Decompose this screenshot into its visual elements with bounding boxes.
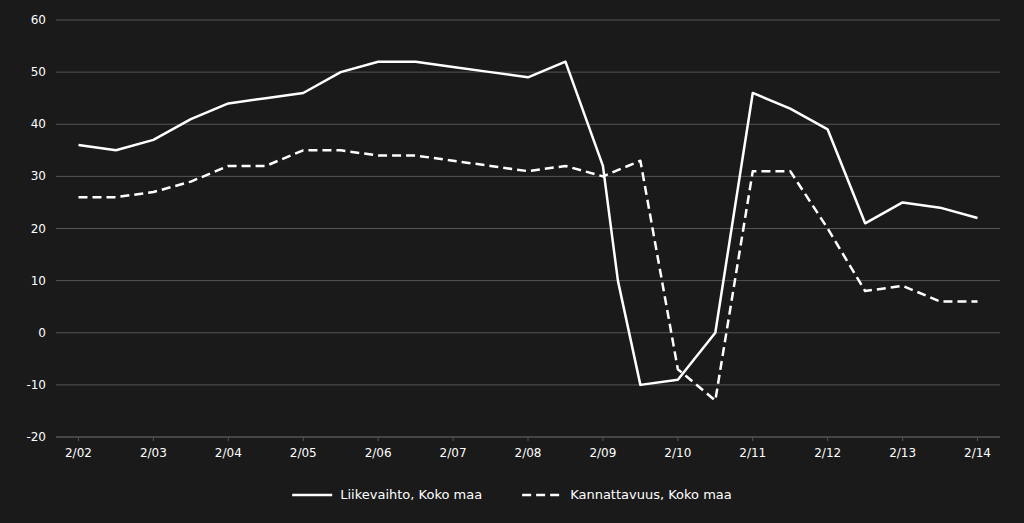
legend: Liikevaihto, Koko maa Kannattavuus, Koko … — [292, 487, 732, 502]
x-tick-label: 2/05 — [290, 446, 317, 460]
x-tick — [453, 437, 454, 441]
series-line — [78, 150, 977, 400]
legend-label: Liikevaihto, Koko maa — [340, 487, 482, 502]
background — [0, 0, 1024, 523]
series-line — [78, 62, 977, 385]
grid-line — [56, 332, 1000, 333]
x-tick-label: 2/10 — [664, 446, 691, 460]
x-tick — [153, 437, 154, 441]
grid-line — [56, 124, 1000, 125]
legend-swatch — [292, 494, 332, 497]
x-tick — [677, 437, 678, 441]
x-tick-label: 2/14 — [964, 446, 991, 460]
x-tick-label: 2/11 — [739, 446, 766, 460]
grid-line — [56, 20, 1000, 21]
legend-label: Kannattavuus, Koko maa — [570, 487, 732, 502]
grid — [56, 20, 1000, 437]
x-tick — [602, 437, 603, 441]
x-tick — [228, 437, 229, 441]
lines — [78, 62, 977, 401]
y-tick-label: 40 — [31, 117, 46, 131]
x-tick-label: 2/12 — [814, 446, 841, 460]
x-tick — [78, 437, 79, 441]
x-tick-label: 2/07 — [440, 446, 467, 460]
legend-swatch — [522, 494, 562, 497]
x-tick-label: 2/09 — [589, 446, 616, 460]
grid-line — [56, 72, 1000, 73]
y-tick-label: -20 — [26, 430, 46, 444]
x-tick-label: 2/04 — [215, 446, 242, 460]
x-tick-label: 2/06 — [365, 446, 392, 460]
grid-line — [56, 176, 1000, 177]
y-tick-label: 0 — [38, 326, 46, 340]
x-tick-label: 2/03 — [140, 446, 167, 460]
grid-line — [56, 384, 1000, 385]
x-tick-label: 2/13 — [889, 446, 916, 460]
chart: -20 -10 0 10 20 30 40 50 60 2/02 2/03 2/04 2/05 2/06 2… — [0, 0, 1024, 523]
x-tick — [528, 437, 529, 441]
y-tick-label: 20 — [31, 222, 46, 236]
x-tick-label: 2/08 — [515, 446, 542, 460]
x-tick — [977, 437, 978, 441]
x-tick — [752, 437, 753, 441]
y-tick-label: 30 — [31, 169, 46, 183]
y-tick-label: -10 — [26, 378, 46, 392]
x-tick — [378, 437, 379, 441]
y-tick-label: 10 — [31, 274, 46, 288]
y-tick-label: 60 — [31, 13, 46, 27]
grid-line — [56, 228, 1000, 229]
x-tick-label: 2/02 — [65, 446, 92, 460]
x-tick — [827, 437, 828, 441]
x-tick — [902, 437, 903, 441]
x-tick — [303, 437, 304, 441]
y-tick-label: 50 — [31, 65, 46, 79]
